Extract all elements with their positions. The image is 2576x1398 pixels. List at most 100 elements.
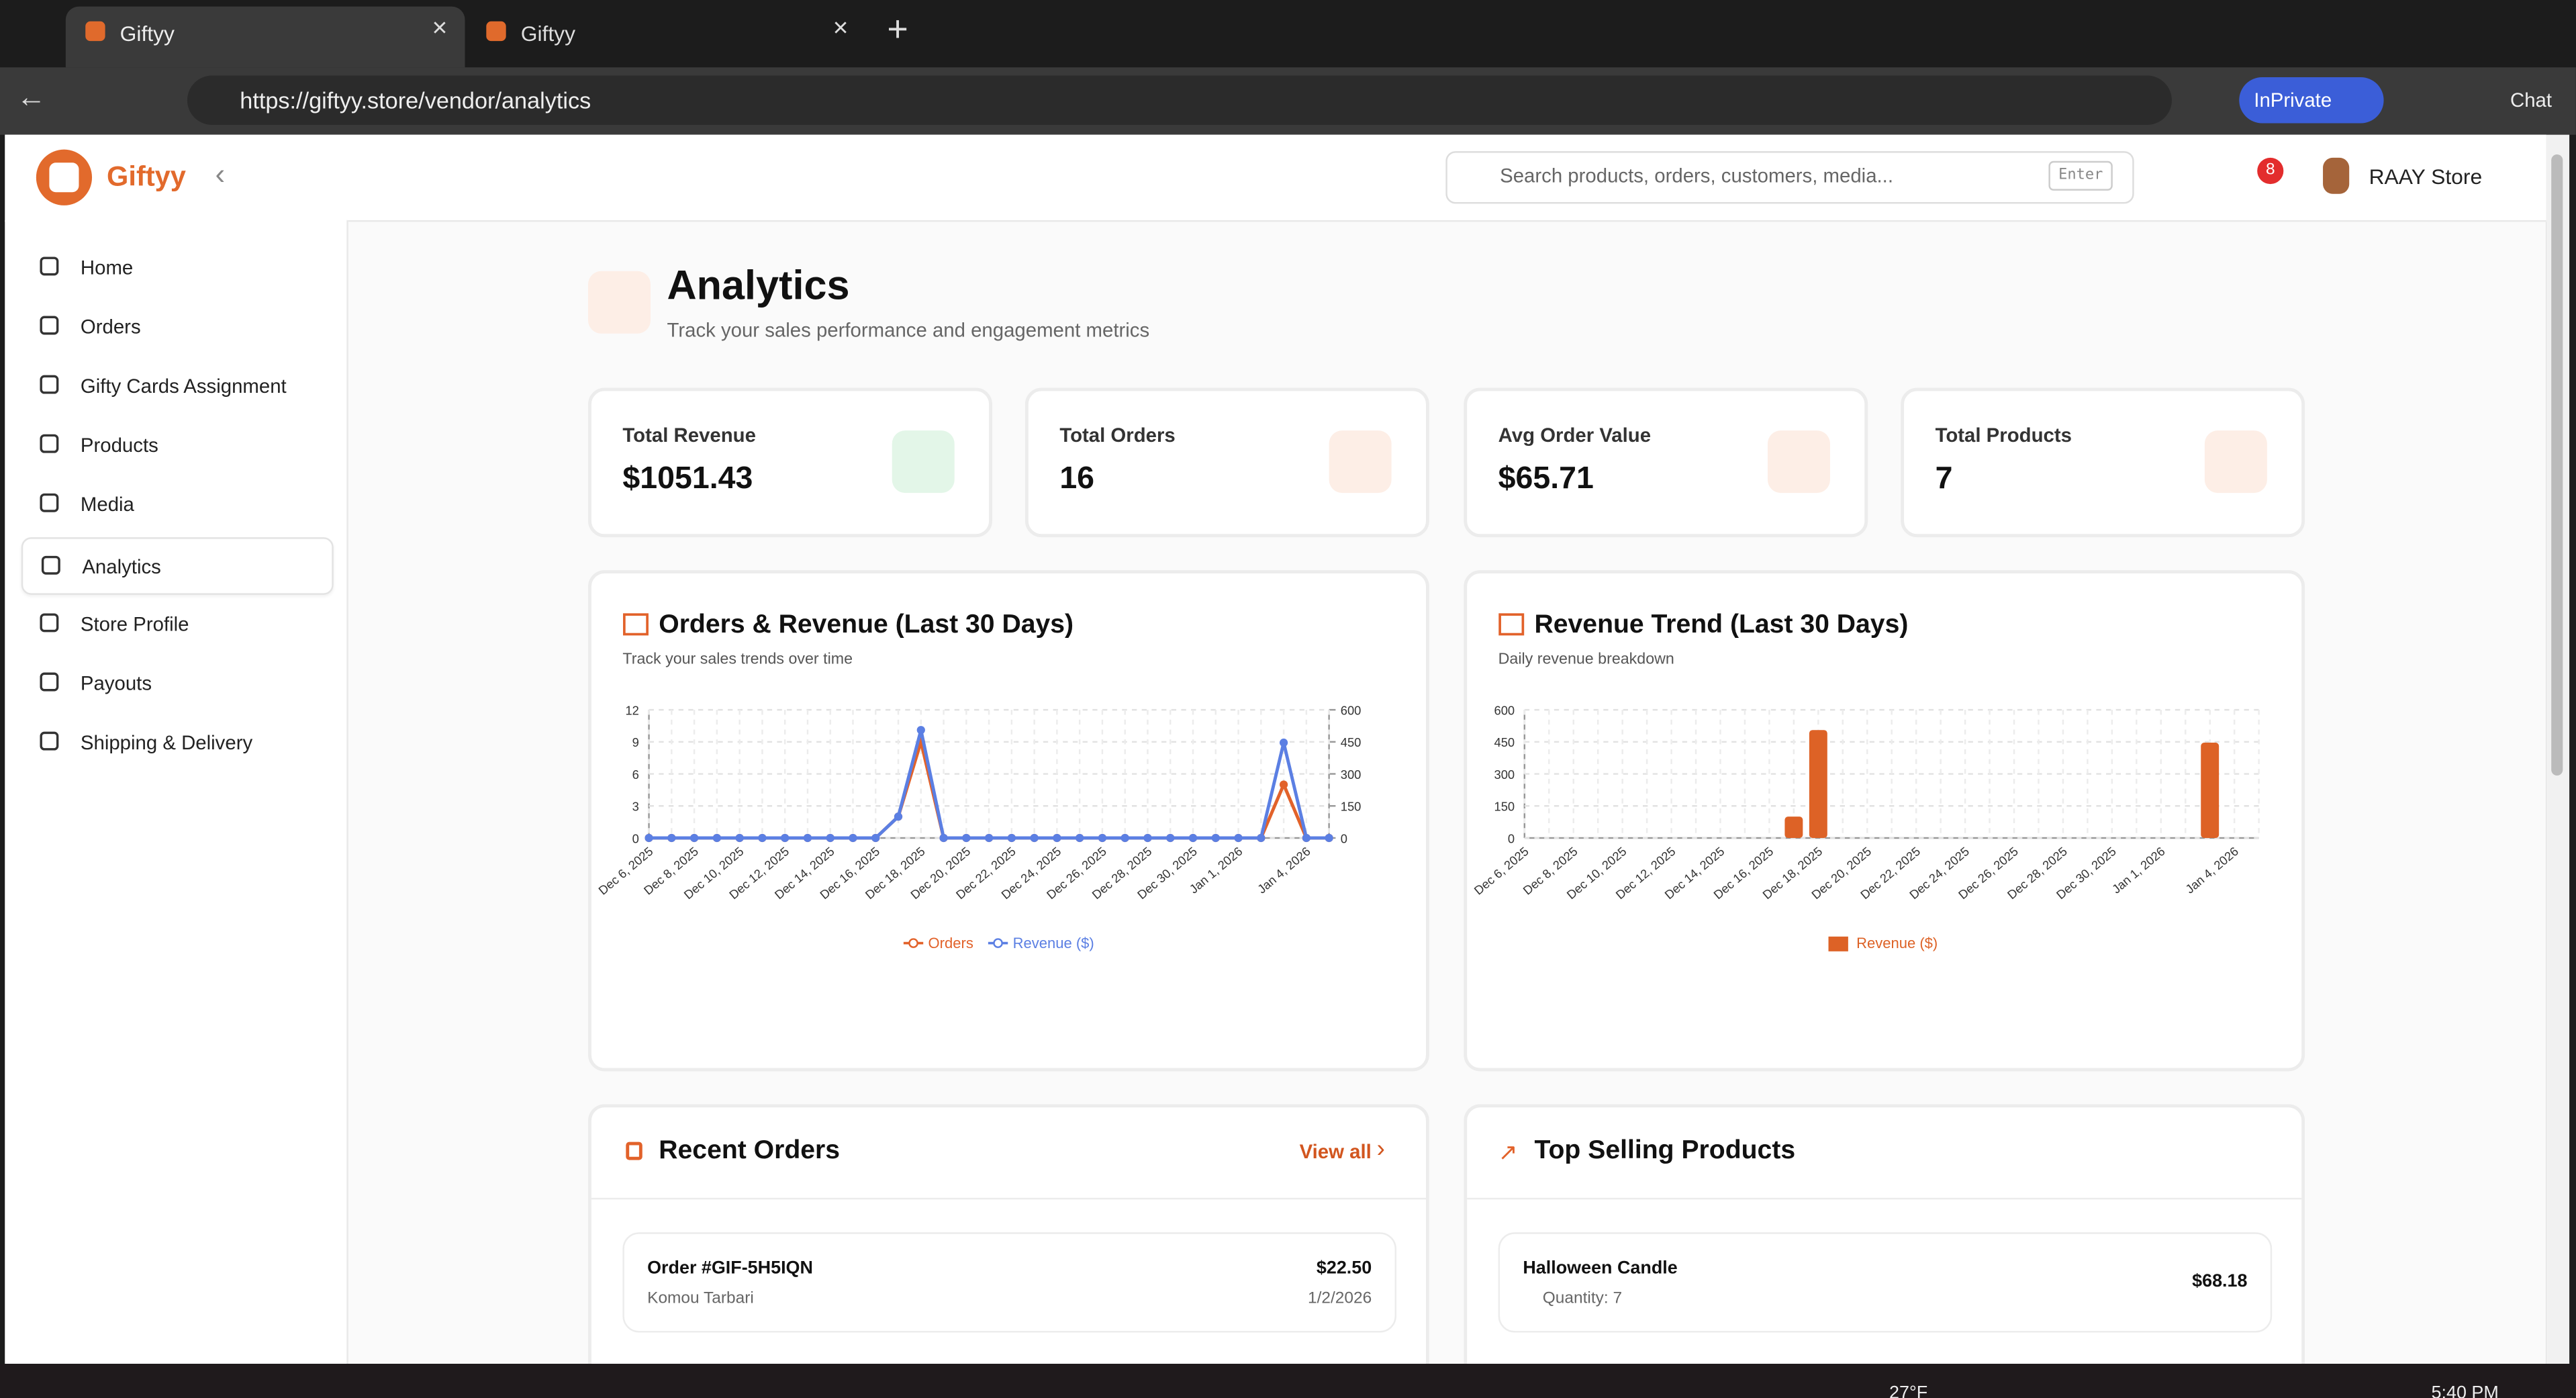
nav-icon xyxy=(40,434,59,453)
nav-item[interactable]: Store Profile xyxy=(21,596,330,651)
stat-label: Total Products xyxy=(1935,424,2072,447)
logo[interactable] xyxy=(36,149,93,205)
nav-label[interactable]: Orders xyxy=(80,315,141,339)
nav-item[interactable]: Products xyxy=(21,418,330,472)
product-amount: $68.18 xyxy=(2192,1271,2248,1292)
nav-item[interactable]: Payouts xyxy=(21,655,330,710)
stat-value: 16 xyxy=(1059,461,1095,496)
inprivate-label: InPrivate xyxy=(2254,89,2332,112)
y-tick-label: 150 xyxy=(1494,800,1515,814)
y-tick-label: 0 xyxy=(632,831,639,845)
view-all-link[interactable]: View all xyxy=(1299,1140,1372,1164)
tab-title[interactable]: Giftyy xyxy=(120,21,175,46)
data-point xyxy=(1076,833,1084,843)
data-point xyxy=(1166,833,1175,843)
nav-label[interactable]: Payouts xyxy=(80,671,152,696)
product-name[interactable]: Halloween Candle xyxy=(1523,1258,1678,1278)
nav-label[interactable]: Media xyxy=(80,493,134,516)
weather: 27°F xyxy=(1889,1383,1928,1398)
nav-item[interactable]: Gifty Cards Assignment xyxy=(21,358,330,412)
nav-item[interactable]: Media xyxy=(21,477,330,531)
clock: 5:40 PM xyxy=(2431,1383,2499,1398)
header xyxy=(5,134,2546,222)
nav-item[interactable]: Analytics xyxy=(21,537,334,595)
order-id[interactable]: Order #GIF-5H5IQN xyxy=(647,1258,813,1278)
divider xyxy=(1467,1197,2302,1200)
chart-title: Revenue Trend (Last 30 Days) xyxy=(1534,610,1908,639)
tab-active[interactable] xyxy=(65,6,465,68)
nav-item[interactable]: Home xyxy=(21,240,330,294)
chart-icon xyxy=(1498,613,1525,636)
order-customer: Komou Tarbari xyxy=(647,1289,754,1308)
chart: Revenue Trend (Last 30 Days) Daily revenu… xyxy=(1471,610,2260,951)
data-point xyxy=(1302,833,1310,843)
legend-swatch xyxy=(1828,936,1848,951)
data-point xyxy=(826,833,834,843)
chart-icon xyxy=(623,613,649,636)
tab-icon xyxy=(486,21,506,42)
search-box[interactable] xyxy=(1445,151,2134,204)
data-point xyxy=(1279,738,1288,747)
data-point xyxy=(781,833,790,843)
nav-label[interactable]: Shipping & Delivery xyxy=(80,731,253,755)
brand[interactable]: Giftyy xyxy=(107,160,186,193)
back-button[interactable]: ← xyxy=(16,80,46,113)
nav-item[interactable]: Orders xyxy=(21,299,330,353)
search-placeholder[interactable]: Search products, orders, customers, medi… xyxy=(1500,164,1894,187)
legend-swatch xyxy=(993,938,1003,948)
data-point xyxy=(916,726,925,735)
legend-swatch xyxy=(908,938,918,948)
legend-label: Revenue ($) xyxy=(1013,935,1094,951)
nav-icon xyxy=(40,257,59,276)
nav-label[interactable]: Products xyxy=(80,434,158,457)
stat-icon xyxy=(2204,430,2267,494)
taskbar xyxy=(0,1364,2576,1398)
stat-value: 7 xyxy=(1935,461,1953,496)
data-point xyxy=(1257,833,1266,843)
stat-label: Total Orders xyxy=(1059,424,1176,447)
data-point xyxy=(735,833,744,843)
chat-button[interactable]: Chat xyxy=(2510,89,2553,112)
bar xyxy=(1809,730,1827,838)
stat-icon xyxy=(1767,430,1830,494)
tab-close[interactable]: × xyxy=(832,15,849,43)
nav-icon xyxy=(40,613,59,633)
notification-count[interactable]: 8 xyxy=(2257,157,2284,185)
product-row[interactable] xyxy=(1498,1232,2273,1333)
address-bar[interactable] xyxy=(187,75,2172,125)
inprivate-badge[interactable] xyxy=(2239,77,2384,124)
nav-label[interactable]: Analytics xyxy=(82,555,161,579)
tab-close[interactable]: × xyxy=(432,15,448,43)
y2-tick-label: 150 xyxy=(1341,800,1362,814)
order-date: 1/2/2026 xyxy=(1307,1289,1372,1308)
divider xyxy=(591,1197,1426,1200)
sidebar xyxy=(5,220,348,1364)
nav-label[interactable]: Gifty Cards Assignment xyxy=(80,374,287,398)
stat-icon xyxy=(892,430,955,494)
order-row[interactable] xyxy=(622,1232,1396,1333)
y-tick-label: 600 xyxy=(1494,703,1515,717)
data-point xyxy=(1098,833,1107,843)
nav-item[interactable]: Shipping & Delivery xyxy=(21,714,330,769)
nav-label[interactable]: Store Profile xyxy=(80,612,189,636)
data-point xyxy=(1120,833,1129,843)
new-tab[interactable]: + xyxy=(887,8,908,50)
data-point xyxy=(1234,833,1243,843)
stat-value: $65.71 xyxy=(1498,461,1594,496)
chart-card xyxy=(588,570,1429,1072)
nav-icon xyxy=(40,316,59,335)
legend-label: Orders xyxy=(928,935,973,951)
tab-title[interactable]: Giftyy xyxy=(520,21,576,46)
nav-label[interactable]: Home xyxy=(80,256,134,279)
stat-value: $1051.43 xyxy=(622,461,753,496)
view-all-arrow[interactable]: › xyxy=(1376,1135,1385,1164)
collapse-button[interactable]: ‹ xyxy=(215,157,226,191)
url[interactable]: https://giftyy.store/vendor/analytics xyxy=(240,87,591,113)
store-avatar[interactable] xyxy=(2323,157,2350,194)
data-point xyxy=(1211,833,1220,843)
legend-label: Revenue ($) xyxy=(1856,935,1938,951)
data-point xyxy=(645,833,653,843)
store-name[interactable]: RAAY Store xyxy=(2369,164,2483,189)
